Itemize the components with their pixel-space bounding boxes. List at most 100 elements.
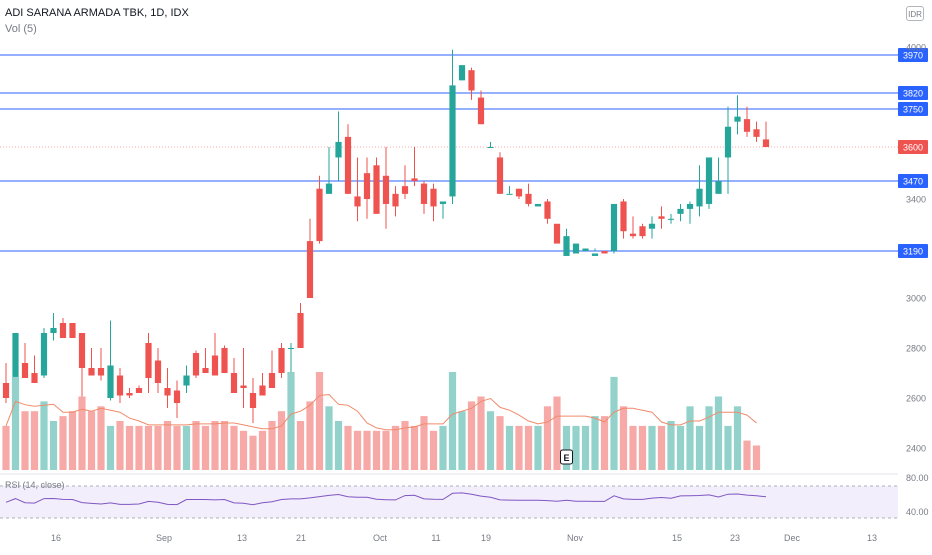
last-price-label: 3600 (903, 143, 923, 153)
candle-body (629, 233, 637, 237)
level-label-bg (898, 48, 928, 62)
candle-body (724, 126, 732, 158)
candle-body (553, 223, 561, 244)
candle-body (515, 188, 523, 197)
volume-bar (68, 411, 77, 470)
candle-body (78, 333, 86, 368)
candle-body (50, 328, 57, 333)
volume-bar (135, 425, 143, 470)
volume-bar (486, 411, 495, 470)
volume-bar (249, 435, 257, 470)
volume-bar (116, 421, 124, 470)
candle-body (135, 388, 143, 393)
volume-bar (325, 406, 333, 470)
x-axis-label: 23 (730, 533, 740, 543)
candle-body (268, 373, 276, 388)
volume-ma-line (5, 393, 757, 431)
x-axis-label: Oct (373, 533, 388, 543)
candle-body (59, 323, 67, 338)
earnings-marker-label: E (563, 453, 569, 463)
volume-bar (106, 425, 115, 470)
volume-bar (439, 425, 447, 470)
volume-bar (334, 421, 343, 470)
candle-body (610, 203, 618, 251)
volume-bar (543, 406, 552, 470)
volume-bar (49, 421, 58, 470)
level-label-bg (898, 174, 928, 188)
volume-bar (743, 440, 751, 470)
candle-body (734, 116, 741, 122)
candle-body (88, 368, 95, 376)
volume-bar (410, 425, 419, 470)
currency-badge[interactable]: IDR (906, 6, 924, 21)
candle-body (715, 181, 722, 194)
candle-body (97, 368, 105, 376)
candle-body (287, 348, 295, 349)
rsi-upper-label: 80.00 (906, 473, 929, 483)
volume-bar (714, 396, 723, 470)
volume-bar (97, 406, 105, 470)
rsi-band (0, 486, 898, 518)
candle-body (420, 183, 428, 204)
candle-body (297, 313, 304, 348)
volume-bar (382, 430, 390, 470)
candle-body (743, 119, 751, 132)
candle-body (363, 173, 371, 199)
candle-body (401, 186, 409, 194)
volume-bar (562, 425, 571, 470)
candle-body (2, 383, 10, 398)
candle-body (563, 236, 570, 256)
volume-bar (59, 416, 67, 470)
x-axis-label: Dec (784, 533, 801, 543)
volume-bar (591, 416, 599, 470)
candle-body (534, 203, 542, 207)
candle-body (382, 175, 390, 204)
volume-bar (144, 425, 153, 470)
candle-body (762, 139, 770, 147)
x-axis-label: 11 (431, 533, 440, 543)
volume-bar (496, 416, 504, 470)
level-label-bg (898, 102, 928, 116)
volume-indicator-label[interactable]: Vol (5) (5, 23, 37, 35)
candle-body (591, 253, 599, 256)
candle-body (354, 196, 361, 207)
volume-bar (667, 421, 675, 470)
candle-body (544, 201, 551, 219)
candle-body (648, 223, 656, 229)
volume-bar (676, 425, 685, 470)
volume-bar (477, 396, 485, 470)
candle-body (639, 226, 646, 237)
candle-body (316, 188, 323, 242)
volume-bar (277, 411, 286, 470)
candle-body (686, 203, 694, 209)
volume-bar (695, 425, 704, 470)
x-axis-label: 15 (672, 533, 682, 543)
price-tick-label: 2800 (906, 344, 926, 354)
candle-body (525, 193, 532, 204)
volume-bar (182, 425, 191, 470)
volume-bar (125, 425, 134, 470)
candle-body (69, 323, 76, 338)
volume-bar (306, 401, 314, 470)
candle-body (696, 188, 703, 207)
volume-bar (648, 425, 656, 470)
x-axis-label: 13 (867, 533, 877, 543)
level-label: 3750 (903, 105, 923, 115)
candle-body (601, 251, 608, 254)
candle-body (126, 393, 133, 396)
x-axis-label: 19 (481, 533, 491, 543)
chart-title: ADI SARANA ARMADA TBK, 1D, IDX (5, 7, 189, 19)
candle-body (21, 363, 29, 378)
volume-bar (230, 425, 238, 470)
candle-body (31, 373, 38, 383)
candle-body (211, 355, 219, 376)
rsi-label: RSI (14, close) (5, 480, 65, 490)
level-label: 3470 (903, 177, 923, 187)
candle-body (458, 65, 466, 81)
x-axis-label: 16 (51, 533, 61, 543)
candle-body (221, 348, 228, 373)
volume-bar (448, 372, 457, 470)
volume-bar (296, 421, 305, 470)
